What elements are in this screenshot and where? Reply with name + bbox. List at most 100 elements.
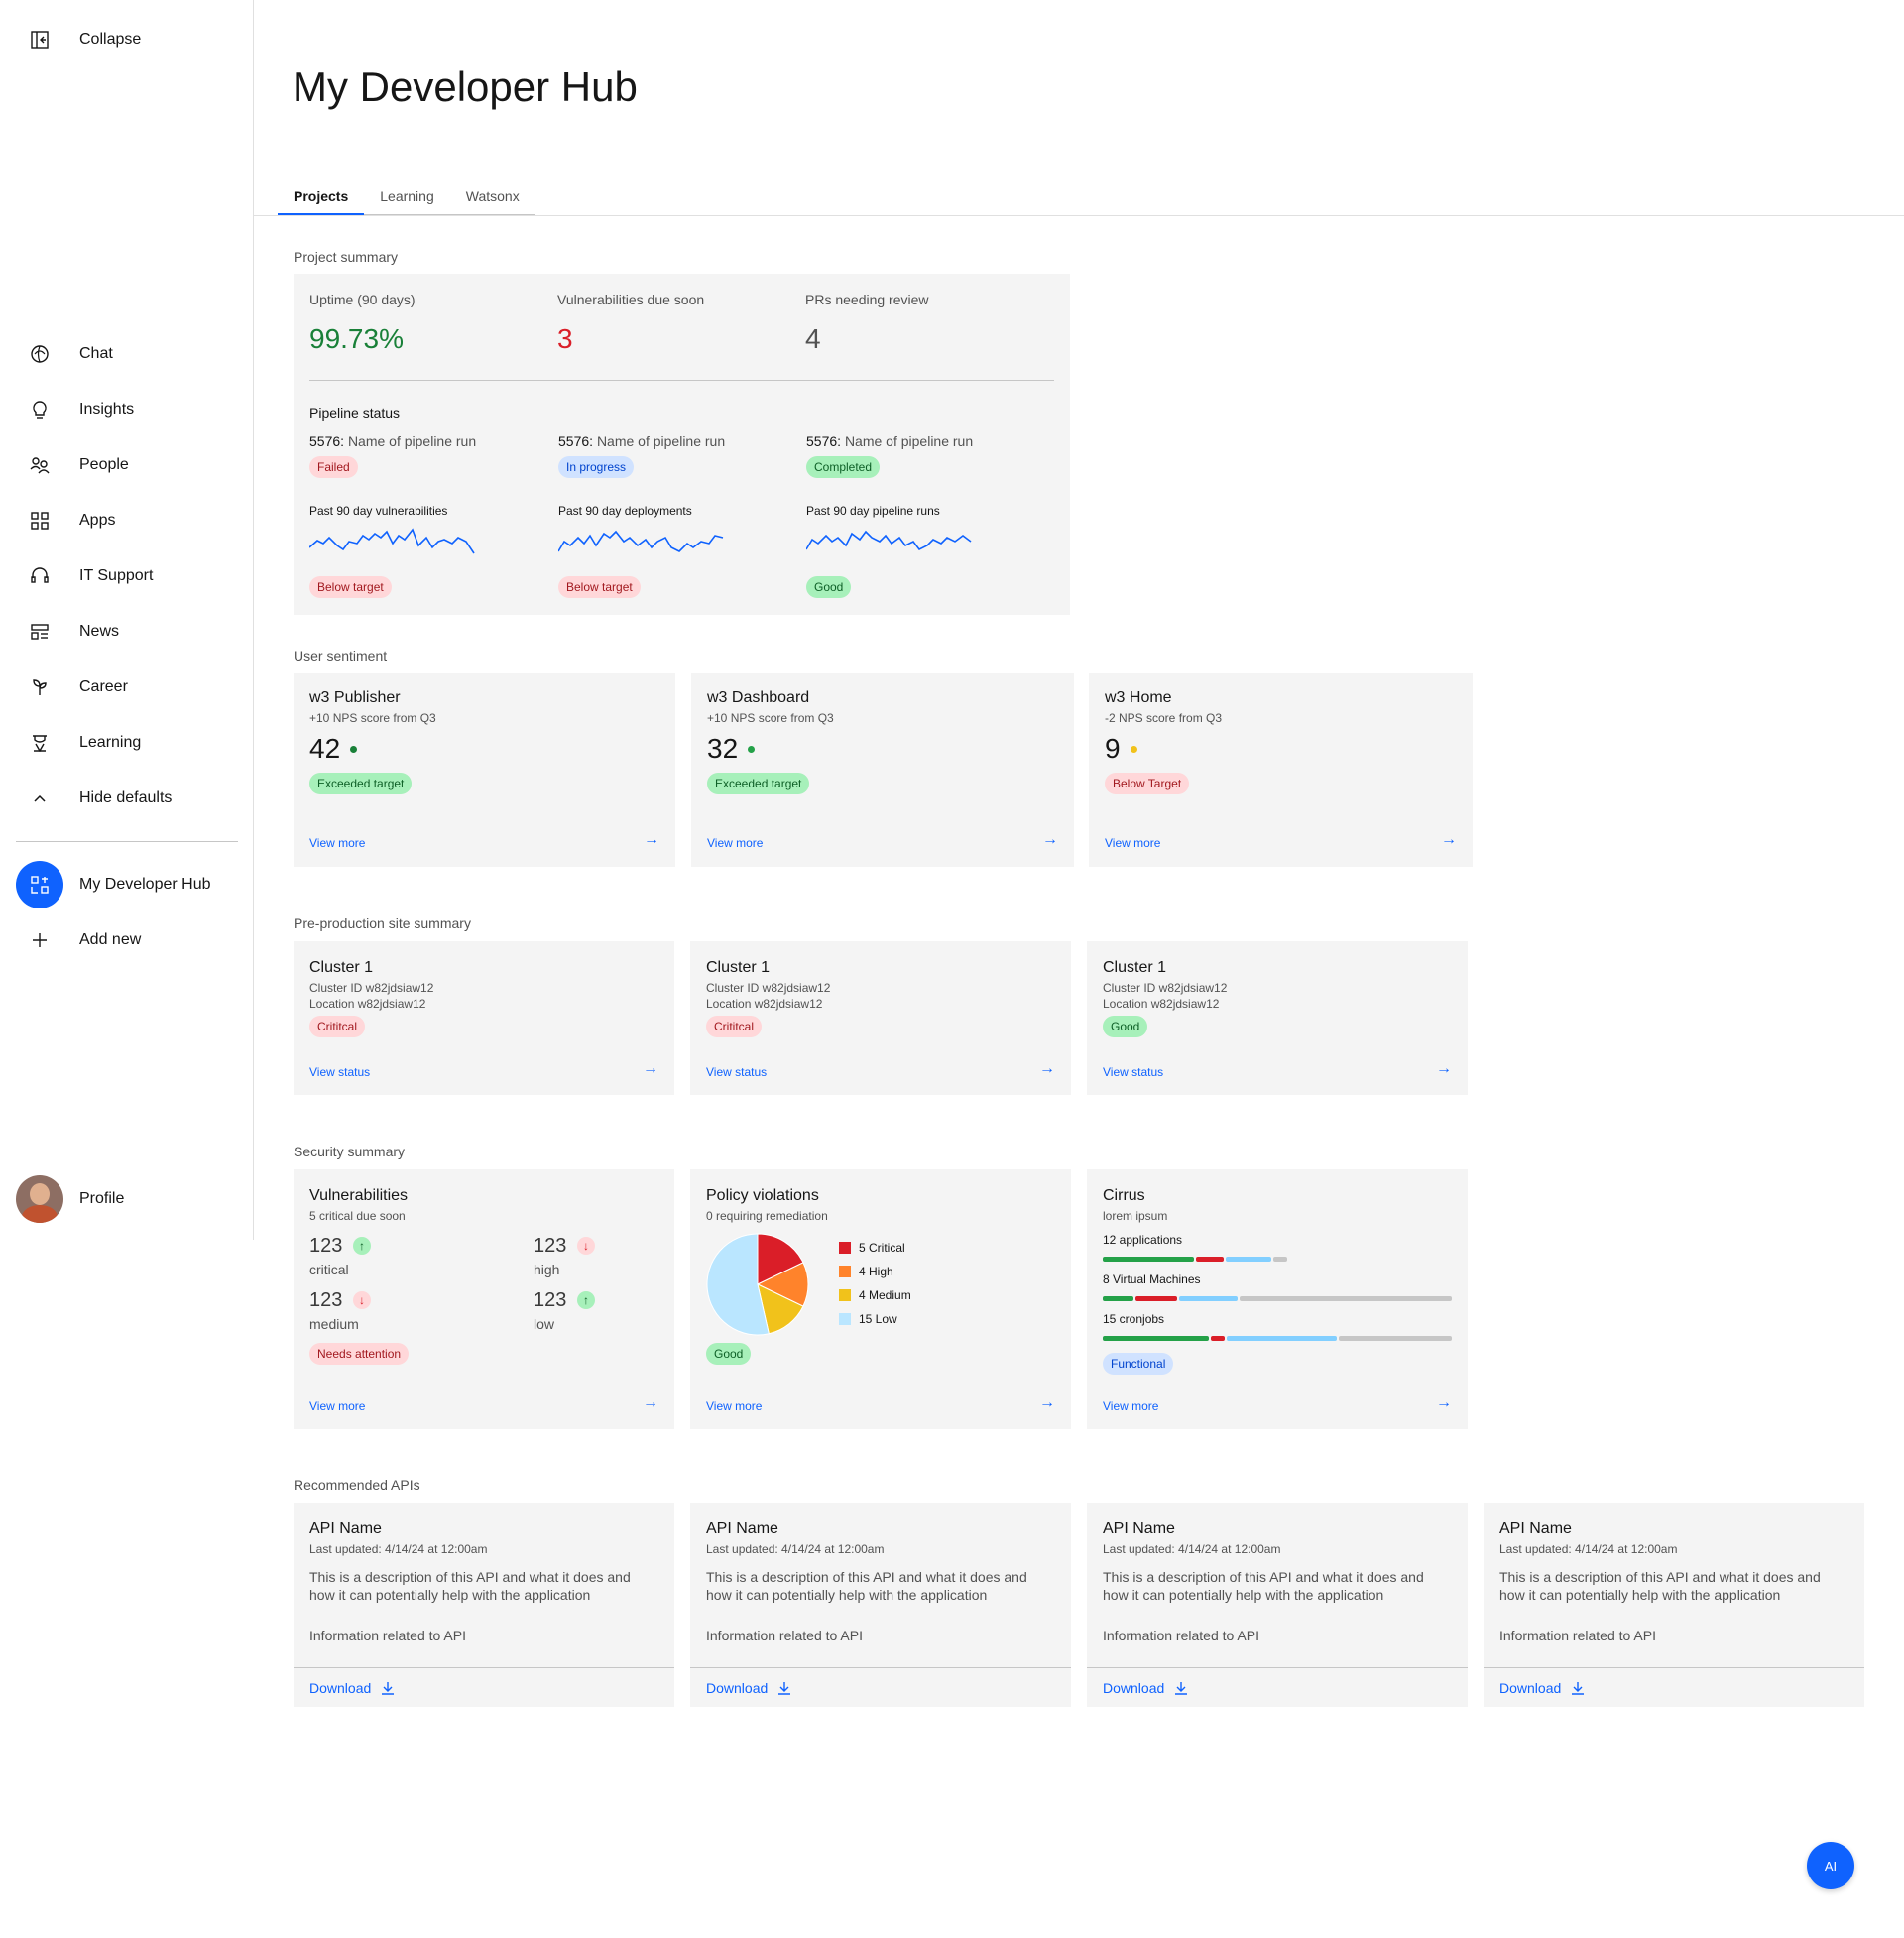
pipeline-id: 5576: bbox=[806, 433, 842, 449]
bar-segment bbox=[1226, 1336, 1337, 1341]
download-button[interactable]: Download bbox=[1087, 1667, 1468, 1707]
view-status-link[interactable]: View status bbox=[309, 1065, 371, 1079]
legend-swatch bbox=[839, 1266, 851, 1277]
legend-item: 4 High bbox=[839, 1265, 893, 1278]
pipeline-run: 5576: Name of pipeline run bbox=[558, 433, 725, 449]
profile-button[interactable]: Profile bbox=[16, 1175, 238, 1223]
view-status-link[interactable]: View status bbox=[1103, 1065, 1164, 1079]
status-badge: Functional bbox=[1103, 1353, 1174, 1375]
sidebar-item-label: News bbox=[79, 623, 120, 640]
sidebar-item-my-developer-hub[interactable]: My Developer Hub bbox=[16, 861, 238, 908]
legend-label: 4 Medium bbox=[859, 1288, 911, 1302]
pipeline-id: 5576: bbox=[558, 433, 594, 449]
arrow-right-icon[interactable]: → bbox=[1039, 1060, 1055, 1077]
arrow-right-icon[interactable]: → bbox=[643, 1394, 658, 1411]
legend-item: 5 Critical bbox=[839, 1241, 905, 1255]
tab-learning[interactable]: Learning bbox=[364, 179, 450, 216]
collapse-button[interactable]: Collapse bbox=[16, 16, 238, 63]
pipeline-run: 5576: Name of pipeline run bbox=[806, 433, 973, 449]
sidebar-item-insights[interactable]: Insights bbox=[16, 386, 238, 433]
view-more-link[interactable]: View more bbox=[706, 1399, 763, 1413]
cluster-id: Cluster ID w82jdsiaw12 bbox=[309, 981, 434, 995]
legend-swatch bbox=[839, 1242, 851, 1254]
lightbulb-icon bbox=[16, 386, 63, 433]
ai-label: AI bbox=[1824, 1858, 1838, 1874]
sidebar-item-apps[interactable]: Apps bbox=[16, 497, 238, 545]
api-description: This is a description of this API and wh… bbox=[1499, 1569, 1821, 1603]
sidebar-item-people[interactable]: People bbox=[16, 441, 238, 489]
last-updated: Last updated: 4/14/24 at 12:00am bbox=[309, 1542, 488, 1556]
card-title: Cluster 1 bbox=[706, 959, 771, 976]
sidebar-item-it-support[interactable]: IT Support bbox=[16, 552, 238, 600]
arrow-right-icon[interactable]: → bbox=[1042, 831, 1058, 848]
profile-label: Profile bbox=[79, 1190, 125, 1207]
cirrus-bar-applications bbox=[1103, 1257, 1452, 1262]
arrow-right-icon[interactable]: → bbox=[643, 1060, 658, 1077]
api-description: This is a description of this API and wh… bbox=[309, 1569, 631, 1603]
download-button[interactable]: Download bbox=[1484, 1667, 1864, 1707]
section-title-apis: Recommended APIs bbox=[294, 1477, 420, 1493]
sidebar-item-career[interactable]: Career bbox=[16, 664, 238, 711]
arrow-right-icon[interactable]: → bbox=[644, 831, 659, 848]
cirrus-bar-virtual-machines bbox=[1103, 1296, 1452, 1301]
sentiment-card: w3 Publisher +10 NPS score from Q3 42 Ex… bbox=[294, 673, 675, 867]
last-updated: Last updated: 4/14/24 at 12:00am bbox=[1103, 1542, 1281, 1556]
sentiment-card: w3 Home -2 NPS score from Q3 9 Below Tar… bbox=[1089, 673, 1473, 867]
status-badge: Crititcal bbox=[309, 1016, 366, 1037]
sidebar-item-label: IT Support bbox=[79, 567, 154, 584]
card-subtitle: 5 critical due soon bbox=[309, 1209, 406, 1223]
download-button[interactable]: Download bbox=[690, 1667, 1071, 1707]
view-more-link[interactable]: View more bbox=[309, 1399, 366, 1413]
cirrus-bar-cronjobs bbox=[1103, 1336, 1452, 1341]
arrow-up-icon: ↑ bbox=[353, 1237, 371, 1255]
cluster-location: Location w82jdsiaw12 bbox=[309, 997, 426, 1011]
hide-defaults-button[interactable]: Hide defaults bbox=[16, 775, 238, 822]
view-more-link[interactable]: View more bbox=[1103, 1399, 1159, 1413]
metric-label: Vulnerabilities due soon bbox=[557, 292, 705, 307]
view-more-link[interactable]: View more bbox=[707, 836, 764, 850]
section-title-user-sentiment: User sentiment bbox=[294, 648, 388, 664]
sparkline-label: Past 90 day deployments bbox=[558, 504, 692, 518]
nps-value: 32 bbox=[707, 733, 739, 764]
arrow-right-icon[interactable]: → bbox=[1436, 1394, 1452, 1411]
card-title: w3 Publisher bbox=[309, 689, 401, 706]
api-info: Information related to API bbox=[1103, 1628, 1259, 1643]
vuln-count: 123 bbox=[534, 1235, 567, 1257]
bar-segment bbox=[1211, 1336, 1225, 1341]
legend-label: 4 High bbox=[859, 1265, 893, 1278]
arrow-right-icon[interactable]: → bbox=[1039, 1394, 1055, 1411]
ai-assistant-button[interactable]: AI bbox=[1807, 1842, 1854, 1889]
status-badge: Good bbox=[706, 1343, 752, 1365]
tab-projects[interactable]: Projects bbox=[278, 179, 365, 216]
api-card: API Name Last updated: 4/14/24 at 12:00a… bbox=[294, 1503, 674, 1707]
pie-slice-15-low bbox=[706, 1233, 770, 1336]
sidebar-item-chat[interactable]: Chat bbox=[16, 330, 238, 378]
vuln-label: low bbox=[534, 1316, 555, 1332]
cluster-location: Location w82jdsiaw12 bbox=[706, 997, 823, 1011]
vuln-label: medium bbox=[309, 1316, 359, 1332]
cluster-card: Cluster 1 Cluster ID w82jdsiaw12 Locatio… bbox=[690, 941, 1071, 1095]
sidebar-item-learning[interactable]: Learning bbox=[16, 719, 238, 767]
cirrus-row-label: 15 cronjobs bbox=[1103, 1312, 1165, 1326]
vulnerabilities-value: 3 bbox=[557, 323, 573, 354]
sidebar-item-news[interactable]: News bbox=[16, 608, 238, 656]
download-button[interactable]: Download bbox=[294, 1667, 674, 1707]
vuln-count: 123 bbox=[309, 1235, 343, 1257]
view-more-link[interactable]: View more bbox=[1105, 836, 1161, 850]
sidebar-divider bbox=[16, 841, 238, 842]
download-label: Download bbox=[309, 1679, 372, 1696]
download-icon bbox=[1175, 1681, 1188, 1695]
view-status-link[interactable]: View status bbox=[706, 1065, 768, 1079]
arrow-right-icon[interactable]: → bbox=[1441, 831, 1457, 848]
tab-watsonx[interactable]: Watsonx bbox=[449, 179, 536, 216]
api-info: Information related to API bbox=[706, 1628, 863, 1643]
arrow-right-icon[interactable]: → bbox=[1436, 1060, 1452, 1077]
download-icon bbox=[382, 1681, 395, 1695]
add-new-button[interactable]: Add new bbox=[16, 916, 238, 964]
pipeline-status-title: Pipeline status bbox=[309, 405, 401, 421]
sidebar-item-label: Insights bbox=[79, 401, 135, 418]
cirrus-card: Cirrus lorem ipsum 12 applications 8 Vir… bbox=[1087, 1169, 1468, 1429]
metric-label: PRs needing review bbox=[805, 292, 929, 307]
status-dot bbox=[350, 746, 358, 754]
view-more-link[interactable]: View more bbox=[309, 836, 366, 850]
